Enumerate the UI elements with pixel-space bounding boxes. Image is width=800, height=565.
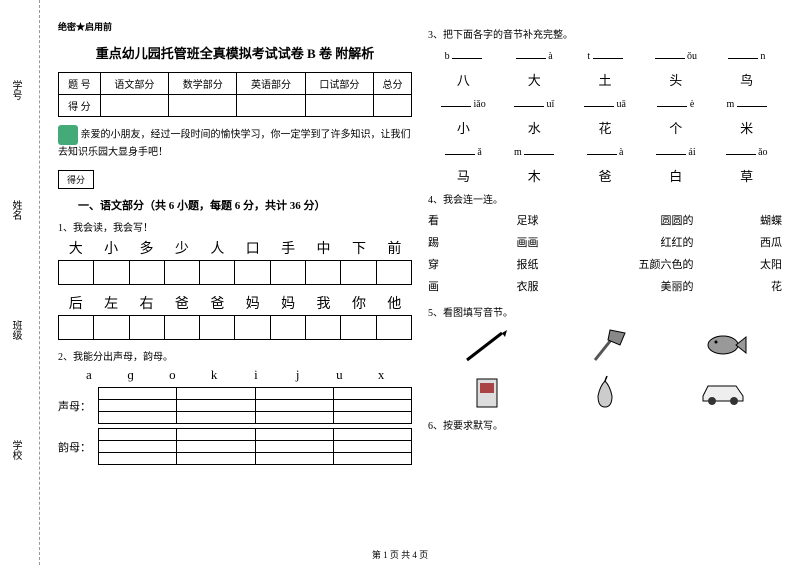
char: 多	[129, 238, 164, 258]
char-display: 马 木 爸 白 草	[428, 166, 782, 185]
letter: u	[319, 367, 361, 383]
th: 数学部分	[169, 73, 237, 95]
match-item: 五颜六色的	[605, 254, 694, 276]
question-4: 4、我会连一连。	[428, 191, 782, 206]
char: 少	[164, 238, 199, 258]
seal-text: 绝密★启用前	[58, 20, 412, 33]
match-item: 足球	[517, 210, 606, 232]
char: 人	[200, 238, 235, 258]
char-row: 大 小 多 少 人 口 手 中 下 前	[58, 238, 412, 258]
char: 我	[306, 293, 341, 313]
char: 口	[235, 238, 270, 258]
char: 小	[93, 238, 128, 258]
char: 妈	[235, 293, 270, 313]
yunmu-label: 韵母：	[58, 439, 98, 455]
match-item: 穿	[428, 254, 517, 276]
binding-margin: 学号 姓名 班级 学校	[0, 0, 40, 565]
char: 中	[306, 238, 341, 258]
th: 语文部分	[100, 73, 168, 95]
letter: x	[360, 367, 402, 383]
match-item: 花	[694, 276, 783, 298]
match-item: 美丽的	[605, 276, 694, 298]
char: 左	[93, 293, 128, 313]
fish-icon	[698, 325, 748, 365]
question-2: 2、我能分出声母，韵母。	[58, 348, 412, 363]
char: 右	[129, 293, 164, 313]
page-footer: 第 1 页 共 4 页	[0, 548, 800, 561]
question-5: 5、看图填写音节。	[428, 304, 782, 319]
section-heading: 一、语文部分（共 6 小题，每题 6 分，共计 36 分）	[78, 197, 412, 213]
question-3: 3、把下面各字的音节补充完整。	[428, 26, 782, 41]
letter: a	[68, 367, 110, 383]
intro-content: 亲爱的小朋友，经过一段时间的愉快学习，你一定学到了许多知识，让我们去知识乐园大显…	[58, 129, 411, 158]
question-1: 1、我会读，我会写！	[58, 219, 412, 234]
th: 英语部分	[237, 73, 305, 95]
side-label: 学号	[8, 80, 23, 100]
pear-icon	[580, 371, 630, 411]
char-display: 小 水 花 个 米	[428, 118, 782, 137]
side-label: 姓名	[8, 200, 23, 220]
match-item: 红红的	[605, 232, 694, 254]
match-item: 报纸	[517, 254, 606, 276]
axe-icon	[580, 325, 630, 365]
char: 爸	[164, 293, 199, 313]
char: 爸	[200, 293, 235, 313]
shengmu-label: 声母：	[58, 398, 98, 414]
letter: ɡ	[110, 367, 152, 383]
match-item: 画	[428, 276, 517, 298]
side-label: 学校	[8, 440, 23, 460]
th: 口试部分	[305, 73, 373, 95]
question-6: 6、按要求默写。	[428, 417, 782, 432]
fill-row: ǎ m à ái ǎo	[428, 145, 782, 158]
image-row	[428, 325, 782, 365]
char: 大	[58, 238, 93, 258]
score-table: 题 号 语文部分 数学部分 英语部分 口试部分 总分 得 分	[58, 72, 412, 117]
char: 你	[341, 293, 376, 313]
match-item: 画画	[517, 232, 606, 254]
car-icon	[698, 371, 748, 411]
match-item: 西瓜	[694, 232, 783, 254]
char: 手	[270, 238, 305, 258]
char-display: 八 大 土 头 鸟	[428, 70, 782, 89]
letter: i	[235, 367, 277, 383]
td: 得 分	[59, 95, 101, 117]
left-column: 绝密★启用前 重点幼儿园托管班全真模拟考试试卷 B 卷 附解析 题 号 语文部分…	[50, 20, 420, 555]
match-item: 看	[428, 210, 517, 232]
match-item: 踢	[428, 232, 517, 254]
match-item: 圆圆的	[605, 210, 694, 232]
match-item: 蝴蝶	[694, 210, 783, 232]
match-item: 衣服	[517, 276, 606, 298]
fill-row: b à t ǒu n	[428, 49, 782, 62]
matching-area: 看 踢 穿 画 足球 画画 报纸 衣服 圆圆的 红红的 五颜六色的 美丽的	[428, 210, 782, 298]
letter-row: a ɡ o k i j u x	[68, 367, 402, 383]
pinyin-grid	[98, 387, 412, 424]
child-icon	[58, 125, 78, 145]
letter: o	[152, 367, 194, 383]
right-column: 3、把下面各字的音节补充完整。 b à t ǒu n 八 大 土 头 鸟 iǎo…	[420, 20, 790, 555]
th: 总分	[374, 73, 412, 95]
char: 后	[58, 293, 93, 313]
pencil-icon	[462, 325, 512, 365]
side-label: 班级	[8, 320, 23, 340]
score-box: 得分	[58, 170, 94, 189]
char: 下	[341, 238, 376, 258]
char: 前	[377, 238, 412, 258]
char: 他	[377, 293, 412, 313]
fill-row: iǎo uǐ uā è m	[428, 97, 782, 110]
image-row	[428, 371, 782, 411]
char: 妈	[270, 293, 305, 313]
exam-title: 重点幼儿园托管班全真模拟考试试卷 B 卷 附解析	[58, 43, 412, 62]
writing-grid	[58, 260, 412, 285]
letter: k	[193, 367, 235, 383]
th: 题 号	[59, 73, 101, 95]
match-item: 太阳	[694, 254, 783, 276]
writing-grid	[58, 315, 412, 340]
char-row: 后 左 右 爸 爸 妈 妈 我 你 他	[58, 293, 412, 313]
package-icon	[462, 371, 512, 411]
letter: j	[277, 367, 319, 383]
pinyin-grid	[98, 428, 412, 465]
intro-text: 亲爱的小朋友，经过一段时间的愉快学习，你一定学到了许多知识，让我们去知识乐园大显…	[58, 125, 412, 160]
